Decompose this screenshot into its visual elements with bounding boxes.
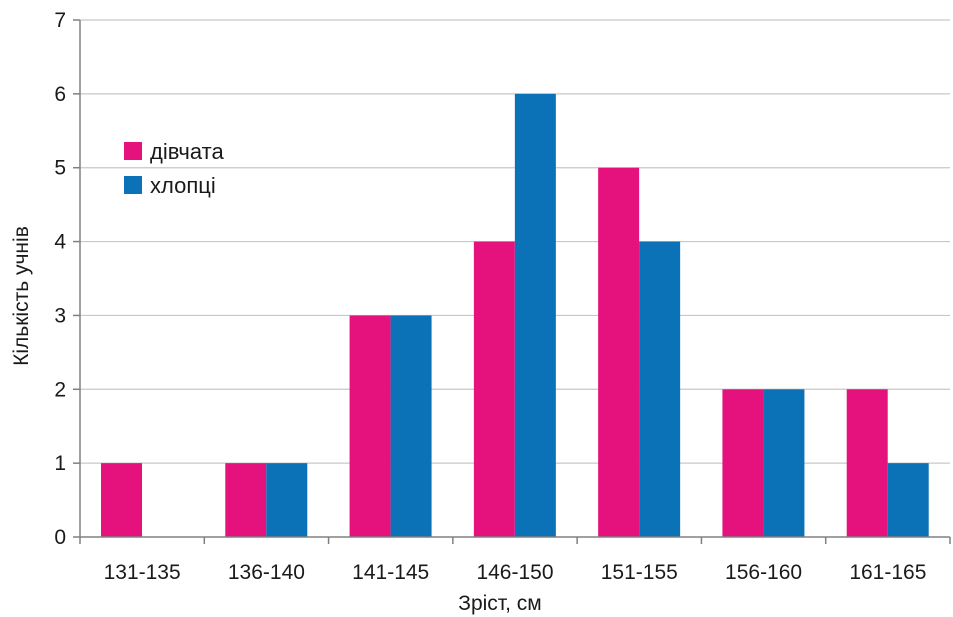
- x-tick-label: 156-160: [725, 561, 802, 584]
- y-tick-label: 0: [54, 526, 66, 549]
- bars: [101, 93, 929, 538]
- y-tick-label: 2: [54, 378, 66, 401]
- x-tick-label: 151-155: [601, 561, 678, 584]
- y-tick-labels: 0 1 2 3 4 5 6 7: [54, 9, 80, 549]
- y-tick-label: 5: [54, 157, 66, 180]
- y-tick-label: 4: [54, 231, 66, 254]
- x-tick-label: 141-145: [352, 561, 429, 584]
- bar: [722, 389, 764, 537]
- legend-swatch: [124, 176, 142, 194]
- bar: [349, 315, 391, 537]
- bar: [390, 315, 432, 537]
- bar: [846, 389, 888, 537]
- bar: [266, 463, 308, 537]
- legend-label: дівчата: [150, 139, 224, 164]
- bar: [639, 241, 681, 538]
- x-axis-title: Зріст, см: [458, 592, 541, 615]
- bar: [598, 167, 640, 537]
- legend-label: хлопці: [150, 173, 216, 198]
- y-tick-label: 3: [54, 304, 66, 327]
- x-tick-label: 146-150: [476, 561, 553, 584]
- bar: [101, 463, 142, 537]
- legend-swatch: [124, 142, 142, 160]
- axes: [79, 20, 950, 538]
- legend: дівчата хлопці: [124, 139, 224, 198]
- x-tick-label: 136-140: [228, 561, 305, 584]
- y-tick-label: 7: [54, 9, 66, 32]
- bar: [514, 93, 556, 537]
- x-tick-labels: 131-135 136-140 141-145 146-150 151-155 156-1…: [79, 537, 951, 584]
- bar: [763, 389, 805, 537]
- bar: [225, 463, 267, 537]
- x-tick-label: 131-135: [104, 561, 181, 584]
- x-tick-label: 161-165: [849, 561, 926, 584]
- y-axis-title: Кількість учнів: [10, 226, 33, 366]
- y-tick-label: 1: [54, 452, 66, 475]
- bar: [887, 463, 929, 537]
- y-tick-label: 6: [54, 83, 66, 106]
- bar: [473, 241, 515, 538]
